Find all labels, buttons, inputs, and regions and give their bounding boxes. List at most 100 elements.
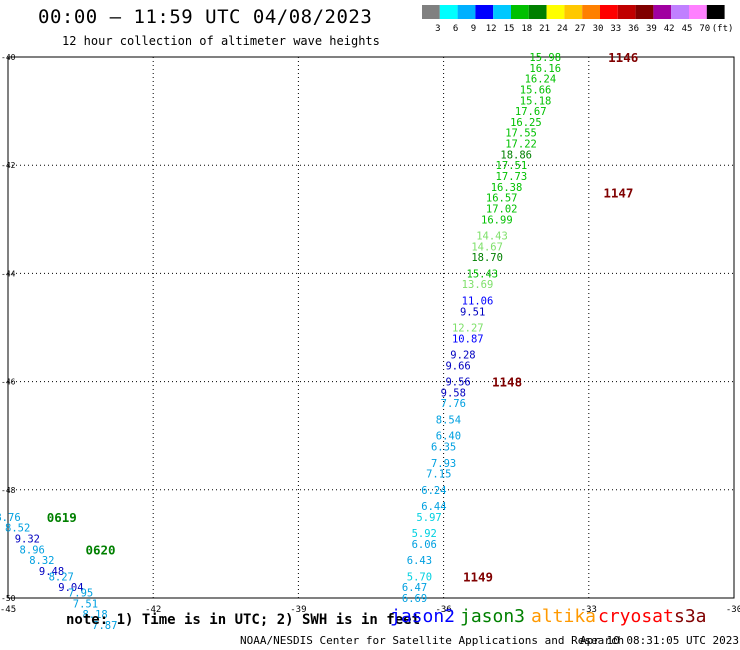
legend-swatch — [457, 5, 476, 19]
wave-height-label: 16.16 — [529, 63, 561, 75]
legend-swatch — [582, 5, 600, 19]
legend-tick-label: 18 — [521, 24, 532, 34]
wave-height-label: 8.96 — [20, 544, 45, 556]
wave-height-label: 16.38 — [491, 182, 523, 194]
wave-height-label: 8.54 — [436, 414, 461, 426]
lon-tick-label: -36 — [435, 605, 451, 615]
wave-height-label: 17.55 — [505, 128, 537, 140]
wave-height-label: 18.86 — [500, 149, 532, 161]
legend-tick-label: 6 — [453, 24, 458, 34]
satellite-jason2-label: jason2 — [390, 606, 456, 627]
wave-height-label: 8.27 — [49, 571, 74, 583]
lat-tick-label: -40 — [1, 53, 16, 62]
wave-height-label: 14.43 — [476, 231, 508, 243]
track-time-label: 1147 — [603, 185, 633, 200]
map-frame — [7, 56, 735, 599]
legend-swatch — [493, 5, 511, 19]
legend-swatch — [546, 5, 565, 19]
legend-tick-label: 9 — [471, 24, 476, 34]
wave-height-label: 17.51 — [496, 160, 528, 172]
legend-swatch — [422, 5, 440, 19]
wave-height-label: 13.69 — [462, 279, 494, 291]
satellite-s3a-label: s3a — [674, 606, 707, 627]
wave-height-label: 5.97 — [416, 512, 441, 524]
legend-swatch — [653, 5, 672, 19]
lon-tick-label: -33 — [581, 605, 597, 615]
legend-swatch — [600, 5, 618, 19]
lat-tick-label: -50 — [1, 594, 16, 603]
legend-swatch — [617, 5, 636, 19]
lat-lon-grid — [7, 56, 735, 599]
wave-height-label: 7.93 — [431, 458, 456, 470]
legend-swatch — [706, 5, 725, 19]
wave-height-label: 6.44 — [421, 501, 446, 513]
legend-swatch — [689, 5, 707, 19]
map-subtitle: 12 hour collection of altimeter wave hei… — [62, 34, 380, 48]
lon-tick-label: -42 — [145, 605, 161, 615]
wave-height-label: 9.51 — [460, 306, 485, 318]
wave-height-label: 16.99 — [481, 214, 513, 226]
wave-height-label: 6.43 — [407, 555, 432, 567]
wave-height-label: 7.87 — [92, 620, 117, 632]
wave-height-label: 9.04 — [58, 582, 83, 594]
wave-height-label: 7.51 — [73, 598, 98, 610]
wave-height-label: 8.18 — [82, 609, 107, 621]
lon-tick-label: -39 — [290, 605, 306, 615]
color-scale-legend: 3 6 9 12 15 18 21 24 27 30 33 36 39 42 45 70 (ft) — [422, 5, 733, 34]
wave-height-label: 8.32 — [29, 555, 54, 567]
wave-height-label: 6.35 — [431, 442, 456, 454]
timestamp-text: Apr 10 08:31:05 UTC 2023 — [580, 634, 739, 647]
legend-tick-label: 45 — [682, 24, 693, 34]
wave-height-label: 5.92 — [412, 528, 437, 540]
wave-height-label: 17.22 — [505, 139, 537, 151]
wave-height-label: 11.06 — [462, 295, 494, 307]
track-time-label: 0620 — [85, 542, 115, 557]
wave-height-label: 9.56 — [445, 377, 470, 389]
wave-height-label: 16.25 — [510, 117, 542, 129]
lon-tick-label: -30 — [726, 605, 740, 615]
map-title: 00:00 – 11:59 UTC 04/08/2023 — [38, 6, 373, 28]
wave-height-label: 9.48 — [39, 566, 64, 578]
legend-tick-label: 21 — [539, 24, 550, 34]
track-time-label: 1148 — [492, 375, 522, 390]
wave-height-label: 7.15 — [426, 469, 451, 481]
satellite-altika-label: altika — [531, 606, 597, 627]
legend-tick-label: 70 — [699, 24, 710, 34]
wave-height-label: 10.87 — [452, 333, 484, 345]
wave-height-values: 15.9816.1616.2415.6615.1817.6716.2517.55… — [0, 52, 561, 632]
wave-height-label: 6.24 — [421, 485, 446, 497]
track-labels: 1146 1147 1148 1149 0619 0620 — [47, 50, 639, 584]
axis-tick-labels: -45 -42 -39 -36 -33 -30 -40 -42 -44 -46 -48 -50 — [0, 53, 740, 615]
wave-height-label: 17.67 — [515, 106, 547, 118]
wave-height-label: 5.70 — [407, 571, 432, 583]
lat-tick-label: -42 — [1, 161, 16, 170]
satellite-jason3-label: jason3 — [460, 606, 526, 627]
map-border — [7, 56, 735, 599]
wave-height-label: 9.58 — [441, 387, 466, 399]
legend-tick-label: (ft) — [712, 24, 734, 34]
wave-height-label: 6.47 — [402, 582, 427, 594]
wave-height-label: 16.24 — [525, 74, 557, 86]
lat-tick-label: -48 — [1, 486, 16, 495]
legend-swatch — [671, 5, 689, 19]
legend-swatch — [528, 5, 547, 19]
legend-tick-label: 27 — [575, 24, 586, 34]
lon-tick-label: -45 — [0, 605, 16, 615]
wave-height-label: 8.52 — [5, 523, 30, 535]
lat-tick-label: -46 — [1, 378, 16, 387]
wave-height-label: 9.28 — [450, 350, 475, 362]
wave-height-label: 6.69 — [402, 593, 427, 605]
legend-tick-label: 24 — [557, 24, 568, 34]
legend-tick-label: 36 — [628, 24, 639, 34]
wave-height-label: 7.95 — [68, 588, 93, 600]
legend-tick-label: 33 — [610, 24, 621, 34]
legend-tick-label: 12 — [486, 24, 497, 34]
legend-swatch — [635, 5, 654, 19]
legend-tick-label: 39 — [646, 24, 657, 34]
legend-tick-label: 3 — [435, 24, 440, 34]
legend-tick-label: 15 — [504, 24, 515, 34]
credit-text: NOAA/NESDIS Center for Satellite Applica… — [240, 634, 625, 647]
wave-height-label: 15.43 — [467, 268, 499, 280]
lat-tick-label: -44 — [1, 269, 16, 278]
